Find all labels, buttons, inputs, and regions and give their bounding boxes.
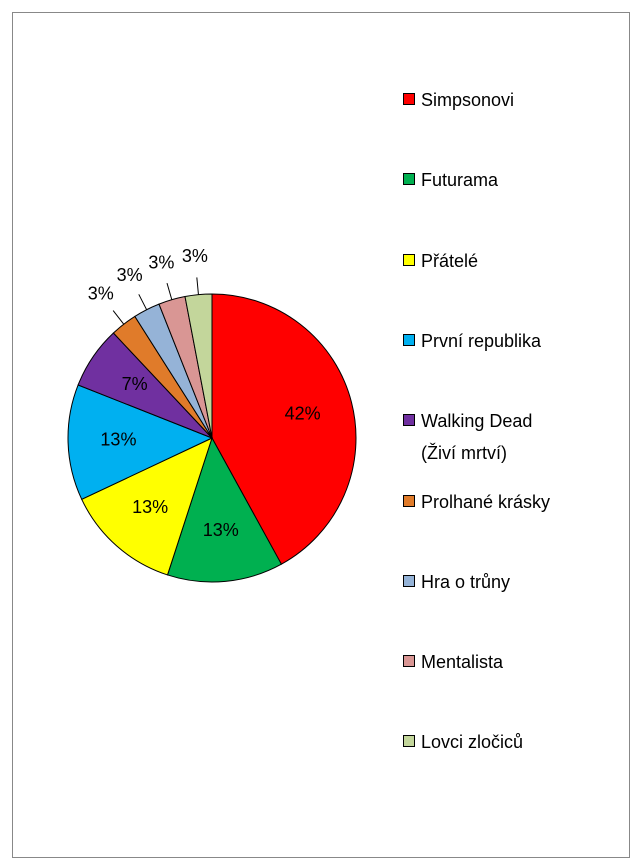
legend-item: Přátelé — [403, 245, 635, 277]
legend-item: Hra o trůny — [403, 566, 635, 598]
legend-swatch — [403, 414, 415, 427]
legend-item: Walking Dead (Živí mrtví) — [403, 405, 561, 469]
legend-item: Lovci zločiců — [403, 726, 635, 758]
legend-swatch — [403, 574, 415, 587]
data-label: 42% — [285, 403, 321, 423]
legend-item: Mentalista — [403, 646, 635, 678]
leader-line — [196, 277, 199, 295]
legend-swatch — [403, 735, 415, 748]
legend-swatch — [403, 253, 415, 266]
legend-label: Hra o trůny — [421, 571, 511, 592]
pie-slice — [211, 293, 357, 565]
legend-swatch — [403, 494, 415, 507]
data-label: 3% — [88, 283, 114, 303]
data-label: 13% — [203, 520, 239, 540]
leader-line — [166, 282, 173, 300]
legend-label: Mentalista — [421, 652, 504, 673]
legend-label: První republika — [421, 330, 542, 351]
legend-label: Walking Dead (Živí mrtví) — [421, 411, 533, 464]
legend-item: První republika — [403, 325, 635, 357]
legend-swatch — [403, 655, 415, 668]
pie-slice — [166, 436, 283, 583]
legend-swatch — [403, 333, 415, 346]
data-label: 3% — [117, 265, 143, 285]
legend-label: Přátelé — [421, 250, 479, 271]
pie-slice — [67, 384, 214, 500]
leader-line — [112, 310, 125, 325]
pie-slice — [81, 437, 213, 576]
data-label: 3% — [148, 253, 174, 273]
data-label: 3% — [182, 246, 208, 266]
data-label: 7% — [122, 374, 148, 394]
legend-label: Lovci zločiců — [421, 732, 524, 753]
legend-label: Futurama — [421, 170, 499, 191]
legend-item: Simpsonovi — [403, 84, 635, 116]
legend-item: Futurama — [403, 164, 635, 196]
legend-label: Prolhané krásky — [421, 491, 551, 512]
legend-swatch — [403, 93, 415, 105]
legend-item: Prolhané krásky — [403, 486, 635, 518]
data-label: 13% — [100, 430, 136, 450]
pie-slice — [184, 293, 213, 439]
legend-swatch — [403, 173, 415, 186]
leader-line — [138, 294, 148, 310]
legend-label: Simpsonovi — [421, 90, 515, 110]
data-label: 13% — [132, 497, 168, 517]
